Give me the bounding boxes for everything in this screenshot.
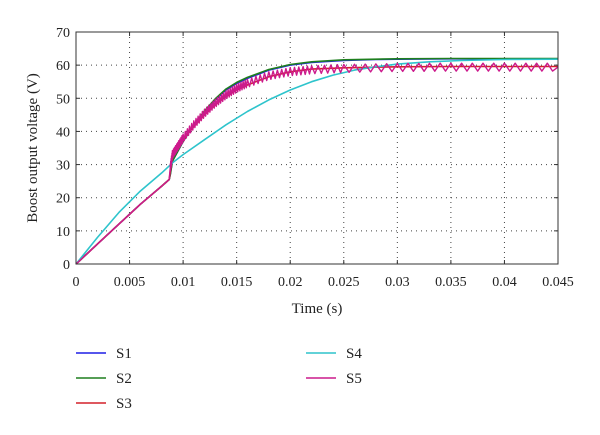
- series-s4-line: [75, 58, 559, 265]
- legend-label-s5: S5: [346, 371, 362, 387]
- x-tick-label: 0.045: [542, 275, 574, 290]
- series-lines: [75, 57, 559, 265]
- x-tick-label: 0.035: [435, 275, 467, 290]
- x-tick-label: 0.025: [328, 275, 360, 290]
- y-tick-label: 30: [56, 159, 70, 174]
- legend-label-s1: S1: [116, 346, 132, 362]
- plot-frame: [75, 31, 559, 265]
- x-tick-label: 0: [73, 275, 80, 290]
- y-tick-label: 20: [56, 192, 70, 207]
- y-tick-label: 70: [56, 26, 70, 41]
- y-tick-label: 50: [56, 92, 70, 107]
- x-tick-label: 0.01: [171, 275, 196, 290]
- x-axis-label: Time (s): [292, 301, 343, 317]
- legend-label-s4: S4: [346, 346, 362, 362]
- y-axis-label: Boost output voltage (V): [25, 73, 41, 223]
- y-tick-label: 10: [56, 225, 70, 240]
- series-s5-line: [75, 62, 559, 265]
- legend: S1 S2 S3 S4 S5: [76, 346, 362, 412]
- x-tick-label: 0.04: [492, 275, 517, 290]
- x-tick-label: 0.03: [385, 275, 410, 290]
- x-tick-label: 0.02: [278, 275, 303, 290]
- x-tick-label: 0.015: [221, 275, 253, 290]
- y-tick-label: 40: [56, 125, 70, 140]
- legend-label-s2: S2: [116, 371, 132, 387]
- y-tick-label: 0: [63, 258, 70, 273]
- y-tick-label: 60: [56, 59, 70, 74]
- grid-lines: [76, 32, 558, 264]
- axis-ticks: 0 0.005 0.01 0.015 0.02 0.025 0.03 0.035 0.04 0.0…: [56, 26, 574, 290]
- legend-label-s3: S3: [116, 396, 132, 412]
- x-tick-label: 0.005: [114, 275, 146, 290]
